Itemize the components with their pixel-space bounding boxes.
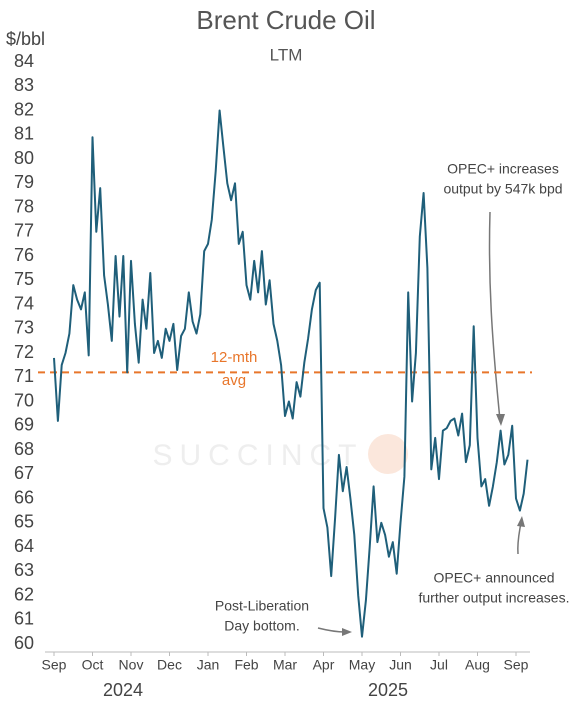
annotation: output by 547k bpd	[443, 181, 562, 197]
x-tick-label: Jan	[197, 657, 220, 673]
y-tick-label: 66	[14, 487, 34, 507]
watermark-logo	[368, 434, 408, 474]
annotation: Post-Liberation	[215, 598, 309, 614]
y-axis-label: $/bbl	[6, 29, 45, 49]
y-tick-label: 69	[14, 415, 34, 435]
x-tick-label: Dec	[157, 657, 182, 673]
y-tick-label: 70	[14, 390, 34, 410]
x-tick-label: Jul	[430, 657, 448, 673]
x-tick-label: Feb	[234, 657, 258, 673]
annotation-arrowhead	[517, 516, 525, 527]
x-tick-label: May	[349, 657, 375, 673]
chart-title: Brent Crude Oil	[196, 5, 375, 35]
y-tick-label: 63	[14, 560, 34, 580]
y-tick-label: 79	[14, 172, 34, 192]
y-tick-label: 82	[14, 99, 34, 119]
y-tick-label: 60	[14, 633, 34, 653]
y-tick-label: 80	[14, 148, 34, 168]
annotation-arrowhead	[496, 414, 505, 426]
year-label: 2025	[368, 680, 408, 700]
x-tick-label: Apr	[313, 657, 335, 673]
y-tick-label: 73	[14, 318, 34, 338]
y-tick-label: 78	[14, 196, 34, 216]
y-tick-label: 65	[14, 512, 34, 532]
x-tick-label: Oct	[82, 657, 104, 673]
x-tick-label: Aug	[465, 657, 490, 673]
reference-label: 12-mth	[211, 349, 258, 366]
chart-subtitle: LTM	[270, 45, 303, 64]
y-tick-label: 74	[14, 293, 34, 313]
annotation: OPEC+ announced	[433, 570, 554, 586]
price-line	[53, 109, 529, 638]
annotation: OPEC+ increases	[447, 161, 559, 177]
y-tick-label: 84	[14, 51, 34, 71]
y-tick-label: 77	[14, 221, 34, 241]
y-tick-label: 71	[14, 366, 34, 386]
y-tick-label: 76	[14, 245, 34, 265]
annotation: Day bottom.	[224, 618, 299, 634]
annotation-arrow	[488, 211, 501, 421]
annotation: further output increases.	[419, 590, 570, 606]
y-tick-label: 75	[14, 269, 34, 289]
y-tick-label: 67	[14, 463, 34, 483]
y-tick-label: 72	[14, 342, 34, 362]
x-tick-label: Nov	[119, 657, 144, 673]
y-tick-label: 83	[14, 75, 34, 95]
x-tick-label: Jun	[389, 657, 412, 673]
annotation-arrow	[317, 627, 346, 633]
y-tick-label: 62	[14, 584, 34, 604]
annotation-arrowhead	[342, 628, 352, 636]
x-tick-label: Sep	[504, 657, 529, 673]
year-label: 2024	[103, 680, 143, 700]
y-tick-label: 68	[14, 439, 34, 459]
reference-label: avg	[222, 372, 246, 389]
y-tick-label: 64	[14, 536, 34, 556]
y-tick-label: 81	[14, 124, 34, 144]
y-tick-label: 61	[14, 609, 34, 629]
watermark: SUCCINCT	[153, 439, 364, 472]
x-tick-label: Sep	[42, 657, 67, 673]
annotation-arrow	[517, 521, 522, 555]
x-tick-label: Mar	[273, 657, 297, 673]
